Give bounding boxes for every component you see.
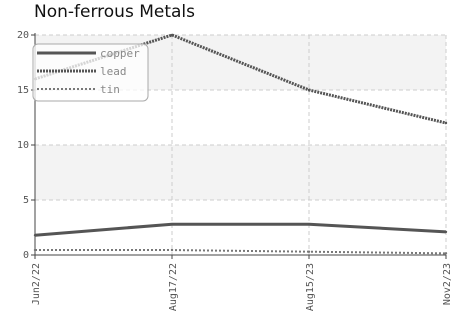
chart-series: [33, 33, 448, 255]
data-point-lead: [170, 33, 174, 37]
y-tick-label: 15: [17, 85, 29, 96]
data-point-lead: [444, 121, 448, 125]
data-point-copper: [170, 223, 174, 226]
series-line-lead: [34, 33, 447, 125]
y-tick-label: 0: [23, 250, 29, 261]
data-point-tin: [170, 248, 174, 252]
x-tick-label: Jun2/22: [31, 263, 42, 305]
data-point-tin: [33, 248, 37, 252]
x-tick-label: Aug17/22: [168, 263, 179, 311]
legend-label-tin: tin: [100, 83, 120, 96]
chart-grid: [35, 34, 447, 255]
data-point-copper: [307, 223, 311, 226]
x-tick-label: Nov2/23: [442, 263, 453, 305]
legend-label-copper: copper: [100, 47, 140, 60]
chart-legend: copper lead tin: [32, 43, 149, 102]
data-point-lead: [307, 88, 311, 92]
data-point-tin: [444, 252, 448, 255]
data-point-copper: [444, 230, 448, 234]
data-point-tin: [307, 250, 311, 253]
series-line-tin: [35, 249, 447, 255]
x-tick-label: Aug15/23: [305, 263, 316, 311]
chart-title: Non-ferrous Metals: [34, 2, 196, 22]
y-tick-label: 20: [17, 30, 29, 41]
series-line-copper: [34, 222, 447, 237]
y-axis-ticks: 0 5 10 15 20: [17, 30, 35, 261]
x-axis-ticks: Jun2/22 Aug17/22 Aug15/23 Nov2/23: [31, 255, 453, 311]
data-point-copper: [33, 234, 37, 237]
y-tick-label: 5: [23, 195, 29, 206]
legend-label-lead: lead: [100, 65, 127, 78]
y-tick-label: 10: [17, 140, 29, 151]
chart-band: [35, 145, 446, 200]
legend-box: [32, 43, 149, 102]
